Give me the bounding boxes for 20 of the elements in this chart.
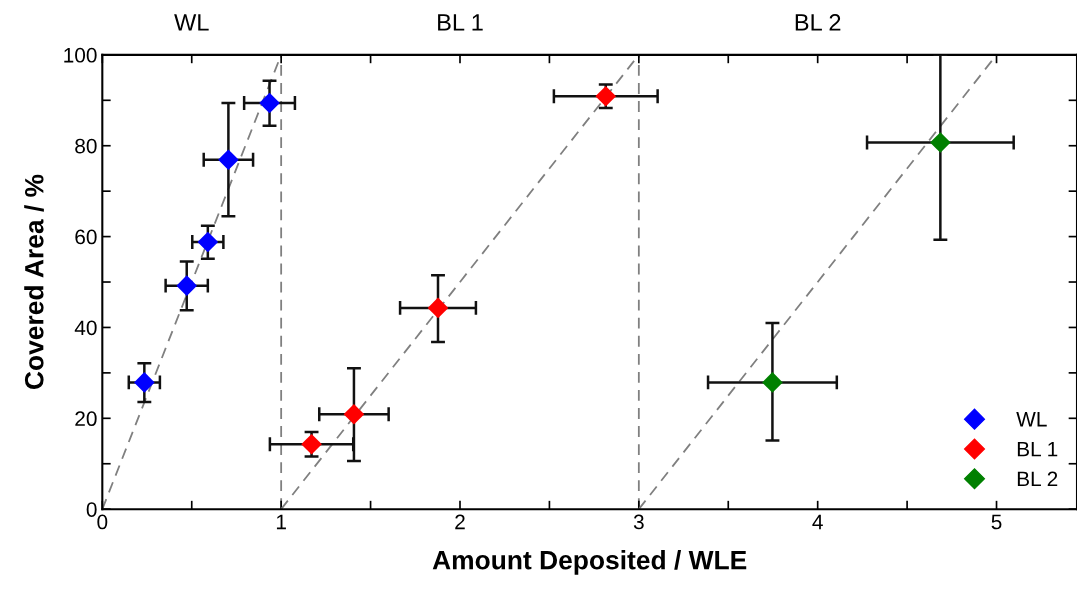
- legend-label: WL: [1016, 412, 1047, 427]
- x-tick-label: 0: [97, 514, 108, 530]
- legend-label: BL 1: [1017, 441, 1058, 457]
- y-axis-title: Covered Area / %: [24, 174, 44, 389]
- x-tick-label: 2: [455, 514, 465, 530]
- text: BL 1: [438, 14, 483, 31]
- y-tick-label: 80: [75, 138, 97, 154]
- y-tick-label: 0: [86, 502, 97, 517]
- y-tick-label: 40: [74, 320, 97, 336]
- x-axis-title: Amount Deposited / WLE: [432, 550, 747, 575]
- x-tick-label: 1: [276, 514, 286, 530]
- y-tick-label: 20: [75, 411, 97, 427]
- text: BL 2: [795, 14, 841, 31]
- y-tick-label: 60: [75, 229, 97, 245]
- x-tick-label: 5: [991, 514, 1002, 530]
- legend-label: BL 2: [1017, 471, 1058, 487]
- y-tick-label: 100: [64, 47, 97, 63]
- x-tick-label: 4: [812, 514, 823, 530]
- x-tick-label: 3: [633, 514, 644, 530]
- text: WL: [174, 14, 209, 31]
